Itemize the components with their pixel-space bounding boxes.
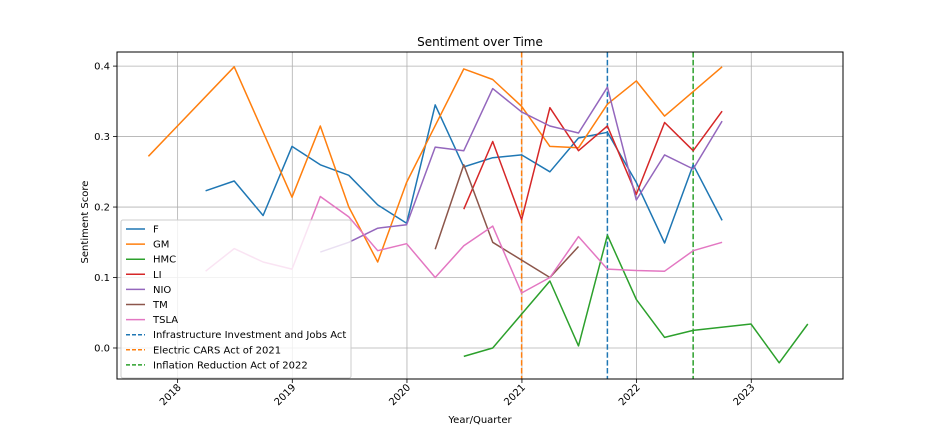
legend-label: LI [153, 270, 162, 281]
y-tick-label: 0.4 [94, 62, 110, 73]
legend-label: TSLA [152, 315, 178, 326]
legend: F GM HMC LI NIO TM TSLA Infrastructure Investme… [120, 219, 352, 379]
series-line-li [463, 106, 723, 221]
legend-label: Inflation Reduction Act of 2022 [153, 360, 308, 371]
x-tick-label: 2023 [732, 382, 758, 408]
x-tick-label: 2021 [502, 382, 528, 408]
plot-frame [116, 51, 844, 380]
series-line-hmc [463, 234, 809, 364]
legend-label: NIO [153, 285, 171, 296]
legend-box [120, 219, 352, 379]
x-tick-label: 2020 [387, 382, 413, 408]
series-lines [147, 66, 809, 364]
series-line-gm [147, 66, 723, 263]
y-tick-label: 0.0 [94, 343, 110, 354]
event-lines [520, 52, 694, 379]
legend-label: GM [153, 240, 169, 251]
chart-title: Sentiment over Time [417, 35, 543, 49]
legend-label: TM [152, 300, 168, 311]
legend-label: Electric CARS Act of 2021 [153, 345, 281, 356]
legend-label: F [153, 225, 159, 236]
legend-label: HMC [153, 255, 176, 266]
x-tick-label: 2022 [617, 382, 643, 408]
series-line-nio [320, 86, 723, 253]
y-tick-label: 0.1 [94, 273, 110, 284]
x-tick-label: 2019 [273, 382, 299, 408]
series-line-tm [434, 164, 580, 279]
y-tick-label: 0.3 [94, 132, 110, 143]
legend-label: Infrastructure Investment and Jobs Act [153, 330, 346, 341]
y-tick-label: 0.2 [94, 203, 110, 214]
x-tick-label: 2018 [158, 382, 184, 408]
y-axis-label: Sentiment Score [80, 181, 91, 264]
x-axis-label: Year/Quarter [447, 415, 512, 426]
